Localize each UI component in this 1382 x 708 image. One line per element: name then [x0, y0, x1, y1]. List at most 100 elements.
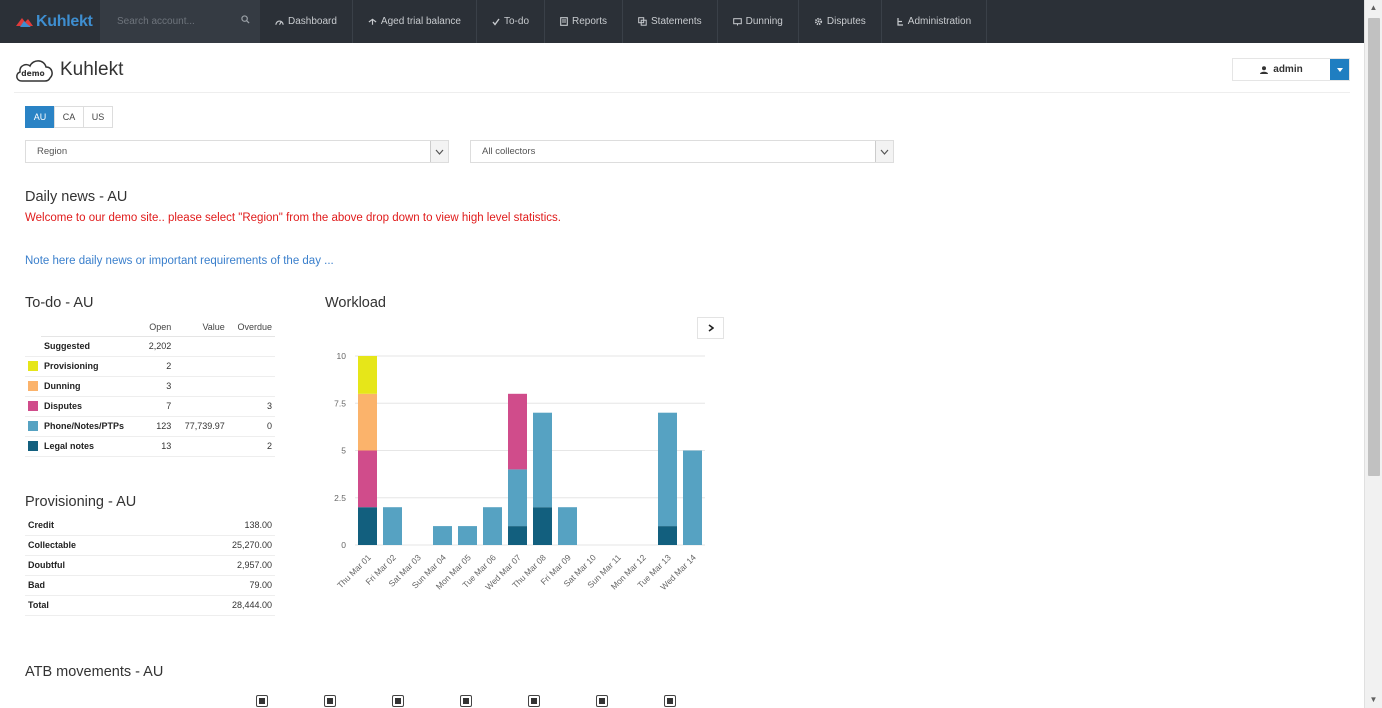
page-scrollbar[interactable]: ▲ ▼ [1364, 0, 1382, 708]
news-note: Note here daily news or important requir… [25, 255, 334, 267]
atb-series-checkbox[interactable] [528, 695, 540, 707]
tab-ca[interactable]: CA [54, 106, 84, 128]
scroll-thumb[interactable] [1368, 18, 1380, 476]
reports-icon [560, 17, 568, 26]
bar-segment[interactable] [358, 507, 377, 545]
provisioning-heading: Provisioning - AU [25, 494, 137, 510]
legend-swatch [28, 381, 38, 392]
bar-segment[interactable] [458, 526, 477, 545]
todo-label: Phone/Notes/PTPs [41, 416, 142, 437]
y-tick-label: 10 [337, 351, 347, 361]
collectors-select[interactable]: All collectors [470, 140, 894, 163]
chart-next-button[interactable] [697, 317, 724, 339]
todo-heading: To-do - AU [25, 295, 94, 311]
provisioning-row: Bad 79.00 [25, 575, 275, 596]
user-menu[interactable]: admin [1232, 58, 1350, 81]
nav-administration-label: Administration [907, 16, 972, 27]
legend-swatch [28, 441, 38, 452]
aged-trial-balance-icon [368, 18, 377, 25]
todo-label: Provisioning [41, 356, 142, 377]
nav-dunning[interactable]: Dunning [718, 0, 799, 43]
todo-row-disputes[interactable]: Disputes 7 3 [25, 396, 275, 417]
todo-table: Open Value Overdue Suggested 2,202 Provi… [25, 319, 275, 457]
brand-name: Kuhlekt [36, 12, 93, 30]
user-button[interactable]: admin [1233, 59, 1330, 80]
bar-segment[interactable] [533, 507, 552, 545]
nav-statements[interactable]: Statements [623, 0, 718, 43]
tab-us[interactable]: US [83, 106, 113, 128]
user-icon [1260, 65, 1269, 74]
atb-series-checkbox[interactable] [460, 695, 472, 707]
search-input[interactable] [115, 15, 235, 28]
bar-segment[interactable] [533, 412, 552, 508]
todo-row-legal-notes[interactable]: Legal notes 13 2 [25, 436, 275, 457]
region-chevron-down-icon[interactable] [430, 141, 448, 162]
nav-reports[interactable]: Reports [545, 0, 624, 43]
user-dropdown-toggle[interactable] [1330, 59, 1349, 80]
y-tick-label: 7.5 [334, 398, 346, 408]
nav-to-do[interactable]: To-do [477, 0, 545, 43]
bar-segment[interactable] [658, 412, 677, 527]
atb-series-checkbox[interactable] [596, 695, 608, 707]
provisioning-row: Total 28,444.00 [25, 595, 275, 616]
bar-segment[interactable] [433, 526, 452, 545]
bar-segment[interactable] [483, 507, 502, 545]
brand-logo-icon [16, 17, 33, 27]
collectors-chevron-down-icon[interactable] [875, 141, 893, 162]
check-icon [492, 18, 500, 26]
todo-row-suggested[interactable]: Suggested 2,202 [25, 336, 275, 357]
bar-segment[interactable] [358, 356, 377, 394]
brand[interactable]: Kuhlekt [0, 0, 100, 43]
nav-dunning-label: Dunning [745, 16, 783, 27]
page-header: demo Kuhlekt [14, 56, 123, 84]
y-tick-label: 0 [341, 540, 346, 550]
gear-icon [814, 17, 822, 26]
todo-label: Legal notes [41, 436, 142, 457]
nav-administration[interactable]: Administration [882, 0, 988, 43]
daily-news-heading: Daily news - AU [25, 189, 128, 205]
col-overdue: Overdue [227, 319, 275, 337]
atb-series-checkbox[interactable] [392, 695, 404, 707]
bar-segment[interactable] [658, 526, 677, 545]
atb-series-checkbox[interactable] [256, 695, 268, 707]
nav-disputes-label: Disputes [826, 16, 866, 27]
nav-dashboard[interactable]: Dashboard [260, 0, 353, 43]
scroll-up-icon[interactable]: ▲ [1369, 3, 1378, 12]
administration-icon [897, 18, 903, 26]
atb-heading: ATB movements - AU [25, 664, 164, 680]
legend-swatch [28, 361, 38, 372]
bar-segment[interactable] [508, 526, 527, 545]
bar-segment[interactable] [508, 393, 527, 470]
bar-segment[interactable] [358, 450, 377, 508]
demo-badge: demo [21, 69, 44, 78]
todo-row-phone-notes-ptps[interactable]: Phone/Notes/PTPs 123 77,739.97 0 [25, 416, 275, 437]
bar-segment[interactable] [383, 507, 402, 545]
welcome-message: Welcome to our demo site.. please select… [25, 212, 561, 224]
nav-disputes[interactable]: Disputes [799, 0, 882, 43]
scroll-down-icon[interactable]: ▼ [1369, 695, 1378, 704]
y-tick-label: 5 [341, 446, 346, 456]
nav-dashboard-label: Dashboard [288, 16, 337, 27]
col-value: Value [174, 319, 228, 337]
country-tabs: AU CA US [25, 106, 113, 128]
search-box [100, 0, 260, 43]
todo-row-dunning[interactable]: Dunning 3 [25, 376, 275, 397]
tab-au[interactable]: AU [25, 106, 55, 128]
statements-icon [638, 17, 647, 26]
page-title: Kuhlekt [60, 59, 124, 80]
bar-segment[interactable] [683, 450, 702, 546]
todo-row-provisioning[interactable]: Provisioning 2 [25, 356, 275, 377]
demo-cloud-logo-icon: demo [16, 60, 53, 82]
bar-segment[interactable] [358, 393, 377, 451]
col-open: Open [141, 319, 175, 337]
search-icon[interactable] [241, 15, 250, 24]
region-select[interactable]: Region [25, 140, 449, 163]
nav-aged-trial-balance[interactable]: Aged trial balance [353, 0, 477, 43]
atb-series-checkbox[interactable] [324, 695, 336, 707]
dunning-icon [732, 17, 742, 25]
bar-segment[interactable] [558, 507, 577, 545]
todo-label: Suggested [41, 336, 142, 357]
bar-segment[interactable] [508, 469, 527, 527]
provisioning-row: Collectable 25,270.00 [25, 535, 275, 556]
atb-series-checkbox[interactable] [664, 695, 676, 707]
